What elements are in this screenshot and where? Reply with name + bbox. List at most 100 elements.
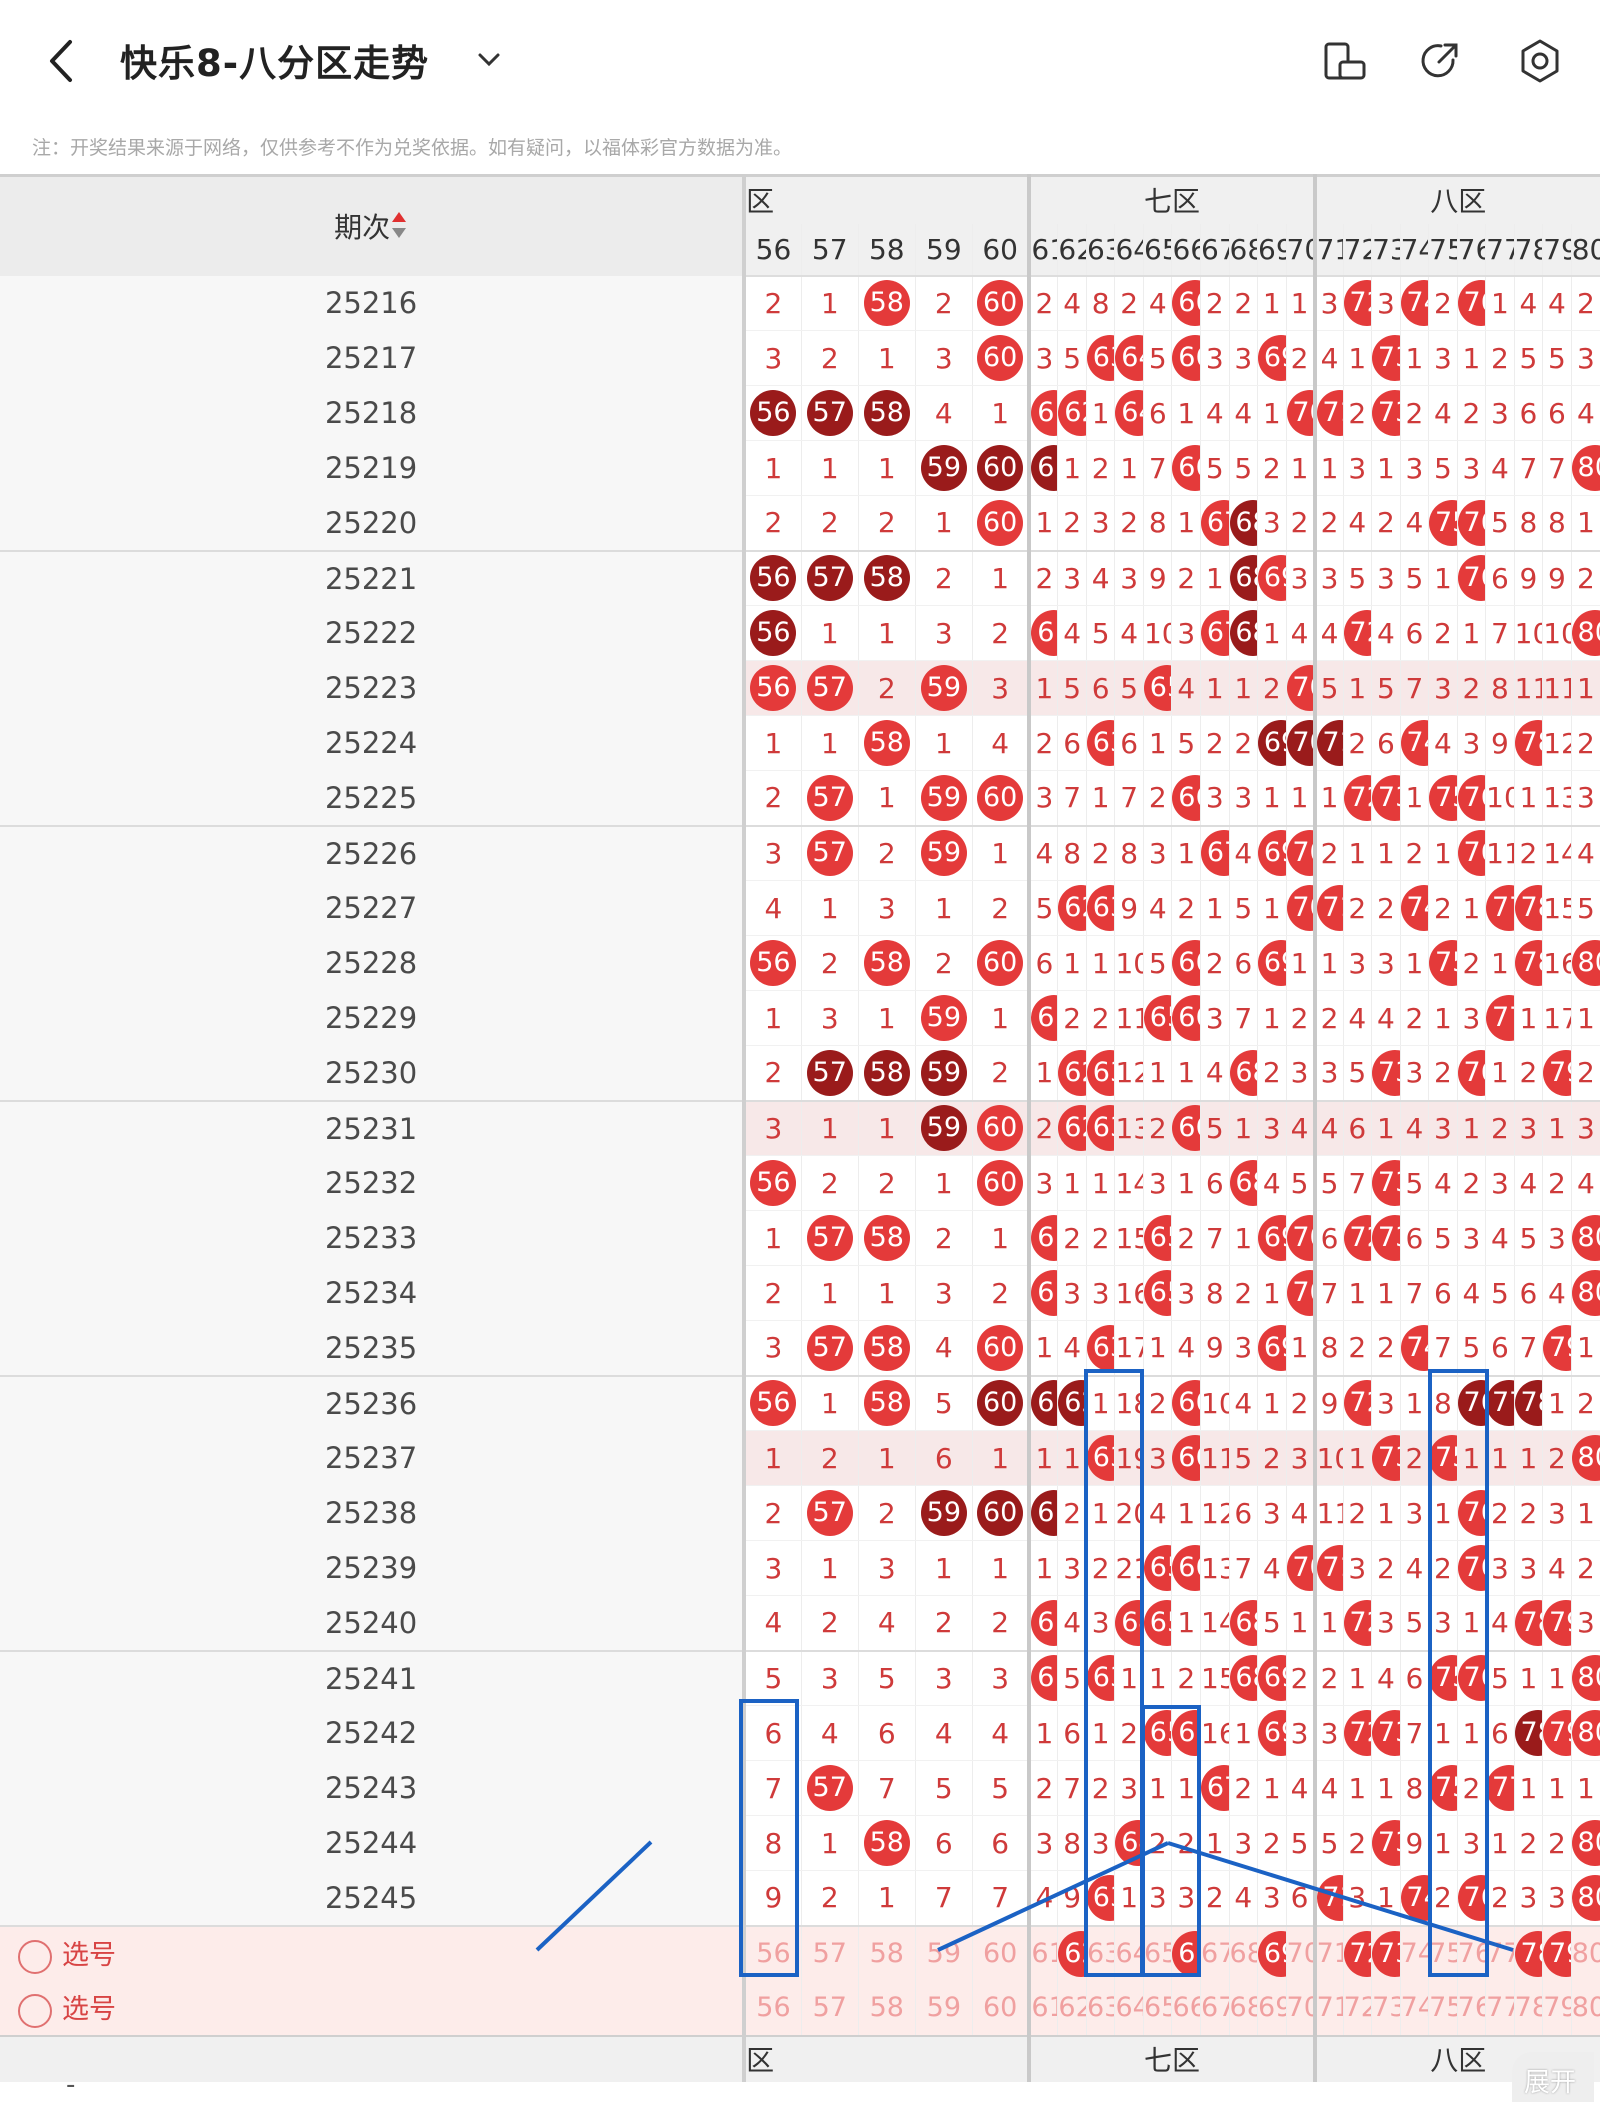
selected-ball[interactable]: 72 bbox=[1344, 1930, 1372, 1977]
select-cell-78[interactable]: 78 bbox=[1513, 1925, 1543, 1981]
period-header[interactable]: 期次 bbox=[0, 174, 747, 276]
column-header-65[interactable]: 65 bbox=[1142, 223, 1172, 277]
select-cell-62[interactable]: 62 bbox=[1057, 1925, 1087, 1981]
select-cell-67[interactable]: 67 bbox=[1200, 1980, 1230, 2036]
phone-landscape-icon[interactable] bbox=[1320, 36, 1370, 86]
select-cell-63[interactable]: 63 bbox=[1085, 1925, 1115, 1981]
column-header-79[interactable]: 79 bbox=[1542, 223, 1572, 277]
select-cell-60[interactable]: 60 bbox=[971, 1925, 1030, 1981]
select-cell-59[interactable]: 59 bbox=[914, 1925, 973, 1981]
select-cell-58[interactable]: 58 bbox=[857, 1925, 916, 1981]
share-icon[interactable] bbox=[1415, 36, 1465, 86]
select-cell-75[interactable]: 75 bbox=[1428, 1925, 1458, 1981]
select-cell-74[interactable]: 74 bbox=[1399, 1925, 1429, 1981]
selected-ball[interactable]: 79 bbox=[1543, 1930, 1572, 1977]
chevron-down-icon[interactable] bbox=[474, 45, 504, 75]
select-cell-59[interactable]: 59 bbox=[914, 1980, 973, 2036]
column-header-68[interactable]: 68 bbox=[1228, 223, 1258, 277]
select-cell-74[interactable]: 74 bbox=[1399, 1980, 1429, 2036]
select-cell-61[interactable]: 61 bbox=[1027, 1925, 1058, 1981]
column-header-62[interactable]: 62 bbox=[1057, 223, 1087, 277]
selected-ball[interactable]: 73 bbox=[1372, 1930, 1401, 1977]
column-header-58[interactable]: 58 bbox=[857, 223, 916, 277]
cell-74: 74 bbox=[1399, 1870, 1429, 1927]
select-cell-66[interactable]: 66 bbox=[1171, 1925, 1201, 1981]
column-header-71[interactable]: 71 bbox=[1312, 223, 1344, 277]
column-header-73[interactable]: 73 bbox=[1371, 223, 1401, 277]
select-cell-56[interactable]: 56 bbox=[743, 1925, 802, 1981]
select-cell-68[interactable]: 68 bbox=[1228, 1925, 1258, 1981]
select-cell-60[interactable]: 60 bbox=[971, 1980, 1030, 2036]
select-cell-67[interactable]: 67 bbox=[1200, 1925, 1230, 1981]
select-cell-69[interactable]: 69 bbox=[1257, 1980, 1287, 2036]
select-cell-61[interactable]: 61 bbox=[1027, 1980, 1058, 2036]
select-cell-62[interactable]: 62 bbox=[1057, 1980, 1087, 2036]
select-cell-66[interactable]: 66 bbox=[1171, 1980, 1201, 2036]
column-header-56[interactable]: 56 bbox=[743, 223, 802, 277]
cell-56: 2 bbox=[743, 770, 802, 827]
column-header-76[interactable]: 76 bbox=[1456, 223, 1486, 277]
column-header-59[interactable]: 59 bbox=[914, 223, 973, 277]
column-header-80[interactable]: 80 bbox=[1570, 223, 1600, 277]
select-cell-79[interactable]: 79 bbox=[1542, 1980, 1572, 2036]
select-cell-73[interactable]: 73 bbox=[1371, 1980, 1401, 2036]
column-header-74[interactable]: 74 bbox=[1399, 223, 1429, 277]
column-header-66[interactable]: 66 bbox=[1171, 223, 1201, 277]
radio-icon[interactable] bbox=[18, 1993, 52, 2028]
select-row-toggle[interactable]: 选号 bbox=[0, 1980, 747, 2036]
select-cell-77[interactable]: 77 bbox=[1485, 1980, 1515, 2036]
select-cell-69[interactable]: 69 bbox=[1257, 1925, 1287, 1981]
column-header-61[interactable]: 61 bbox=[1027, 223, 1058, 277]
sort-icon[interactable] bbox=[390, 212, 408, 247]
select-cell-64[interactable]: 64 bbox=[1114, 1980, 1144, 2036]
select-cell-80[interactable]: 80 bbox=[1570, 1980, 1600, 2036]
select-cell-68[interactable]: 68 bbox=[1228, 1980, 1258, 2036]
expand-button[interactable]: 展开 bbox=[1512, 2052, 1594, 2102]
select-cell-63[interactable]: 63 bbox=[1085, 1980, 1115, 2036]
column-header-60[interactable]: 60 bbox=[971, 223, 1030, 277]
select-cell-64[interactable]: 64 bbox=[1114, 1925, 1144, 1981]
number-ball: 69 bbox=[1258, 830, 1287, 877]
selected-ball[interactable]: 66 bbox=[1172, 1930, 1201, 1977]
select-cell-70[interactable]: 70 bbox=[1285, 1925, 1315, 1981]
chevron-left-icon[interactable] bbox=[40, 36, 84, 86]
select-cell-76[interactable]: 76 bbox=[1456, 1925, 1486, 1981]
select-cell-65[interactable]: 65 bbox=[1142, 1980, 1172, 2036]
select-cell-70[interactable]: 70 bbox=[1285, 1980, 1315, 2036]
select-cell-79[interactable]: 79 bbox=[1542, 1925, 1572, 1981]
select-cell-56[interactable]: 56 bbox=[743, 1980, 802, 2036]
page-title[interactable]: 快乐8-八分区走势 bbox=[120, 42, 430, 85]
column-header-69[interactable]: 69 bbox=[1257, 223, 1287, 277]
column-header-63[interactable]: 63 bbox=[1085, 223, 1115, 277]
select-cell-72[interactable]: 72 bbox=[1342, 1980, 1372, 2036]
select-cell-71[interactable]: 71 bbox=[1312, 1925, 1344, 1981]
column-header-57[interactable]: 57 bbox=[800, 223, 859, 277]
select-cell-57[interactable]: 57 bbox=[800, 1925, 859, 1981]
column-header-77[interactable]: 77 bbox=[1485, 223, 1515, 277]
column-header-67[interactable]: 67 bbox=[1200, 223, 1230, 277]
column-header-64[interactable]: 64 bbox=[1114, 223, 1144, 277]
select-cell-57[interactable]: 57 bbox=[800, 1980, 859, 2036]
selected-ball[interactable]: 69 bbox=[1258, 1930, 1287, 1977]
select-cell-58[interactable]: 58 bbox=[857, 1980, 916, 2036]
column-header-75[interactable]: 75 bbox=[1428, 223, 1458, 277]
select-cell-76[interactable]: 76 bbox=[1456, 1980, 1486, 2036]
select-cell-78[interactable]: 78 bbox=[1513, 1980, 1543, 2036]
column-header-70[interactable]: 70 bbox=[1285, 223, 1315, 277]
select-cell-80[interactable]: 80 bbox=[1570, 1925, 1600, 1981]
select-cell-73[interactable]: 73 bbox=[1371, 1925, 1401, 1981]
selected-ball[interactable]: 78 bbox=[1515, 1930, 1543, 1977]
cell-78: 2 bbox=[1513, 825, 1543, 881]
select-cell-65[interactable]: 65 bbox=[1142, 1925, 1172, 1981]
select-cell-77[interactable]: 77 bbox=[1485, 1925, 1515, 1981]
column-header-72[interactable]: 72 bbox=[1342, 223, 1372, 277]
radio-icon[interactable] bbox=[18, 1939, 52, 1974]
settings-icon[interactable] bbox=[1515, 36, 1565, 86]
select-cell-72[interactable]: 72 bbox=[1342, 1925, 1372, 1981]
select-cell-75[interactable]: 75 bbox=[1428, 1980, 1458, 2036]
select-row-toggle[interactable]: 选号 bbox=[0, 1925, 747, 1981]
cell-68: 68 bbox=[1228, 605, 1258, 661]
column-header-78[interactable]: 78 bbox=[1513, 223, 1543, 277]
select-cell-71[interactable]: 71 bbox=[1312, 1980, 1344, 2036]
selected-ball[interactable]: 62 bbox=[1058, 1930, 1087, 1977]
